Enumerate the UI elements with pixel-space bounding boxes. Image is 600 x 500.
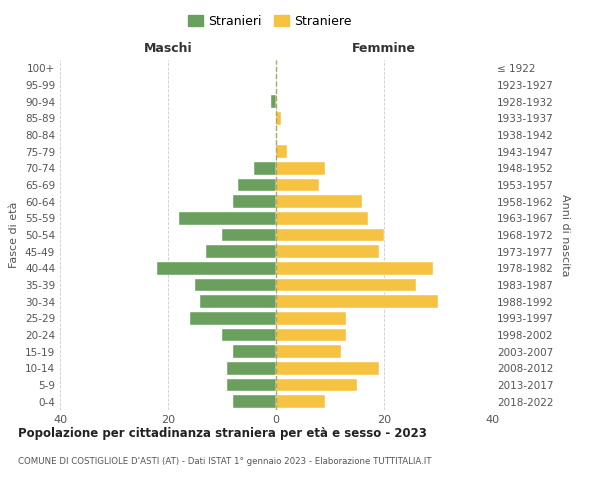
Bar [276, 362, 379, 374]
Text: Femmine: Femmine [352, 42, 416, 55]
Bar [233, 196, 276, 208]
Bar [271, 96, 276, 108]
Bar [222, 329, 276, 341]
Bar [276, 146, 287, 158]
Bar [227, 362, 276, 374]
Bar [254, 162, 276, 174]
Bar [276, 262, 433, 274]
Bar [276, 179, 319, 192]
Bar [276, 279, 416, 291]
Bar [276, 212, 368, 224]
Y-axis label: Anni di nascita: Anni di nascita [560, 194, 570, 276]
Bar [276, 112, 281, 124]
Bar [233, 396, 276, 408]
Bar [276, 396, 325, 408]
Bar [233, 346, 276, 358]
Text: COMUNE DI COSTIGLIOLE D'ASTI (AT) - Dati ISTAT 1° gennaio 2023 - Elaborazione TU: COMUNE DI COSTIGLIOLE D'ASTI (AT) - Dati… [18, 458, 431, 466]
Bar [276, 162, 325, 174]
Bar [276, 229, 384, 241]
Legend: Stranieri, Straniere: Stranieri, Straniere [185, 11, 355, 32]
Text: Maschi: Maschi [143, 42, 193, 55]
Bar [276, 346, 341, 358]
Bar [179, 212, 276, 224]
Bar [157, 262, 276, 274]
Bar [200, 296, 276, 308]
Bar [190, 312, 276, 324]
Bar [195, 279, 276, 291]
Bar [276, 296, 438, 308]
Bar [222, 229, 276, 241]
Bar [276, 196, 362, 208]
Text: Popolazione per cittadinanza straniera per età e sesso - 2023: Popolazione per cittadinanza straniera p… [18, 428, 427, 440]
Bar [227, 379, 276, 391]
Bar [206, 246, 276, 258]
Bar [238, 179, 276, 192]
Y-axis label: Fasce di età: Fasce di età [10, 202, 19, 268]
Bar [276, 246, 379, 258]
Bar [276, 312, 346, 324]
Bar [276, 379, 357, 391]
Bar [276, 329, 346, 341]
